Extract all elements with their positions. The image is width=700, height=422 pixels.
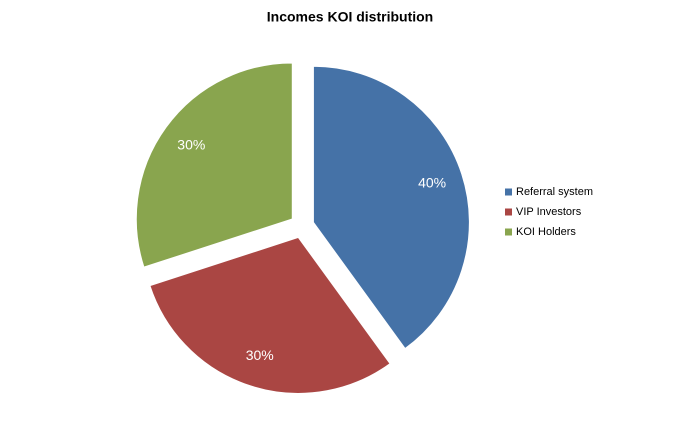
legend-marker xyxy=(505,228,512,236)
pie-slice xyxy=(149,236,391,394)
data-label: 30% xyxy=(246,347,274,363)
chart-title: Incomes KOI distribution xyxy=(267,9,433,25)
pie-slice xyxy=(135,62,293,268)
data-label: 40% xyxy=(418,174,446,190)
legend-label: KOI Holders xyxy=(516,226,576,238)
legend-marker xyxy=(505,208,512,216)
pie-slice xyxy=(312,65,470,350)
legend-label: VIP Investors xyxy=(516,206,582,218)
legend-marker xyxy=(505,188,512,196)
legend-label: Referral system xyxy=(516,186,593,198)
data-label: 30% xyxy=(177,136,205,152)
